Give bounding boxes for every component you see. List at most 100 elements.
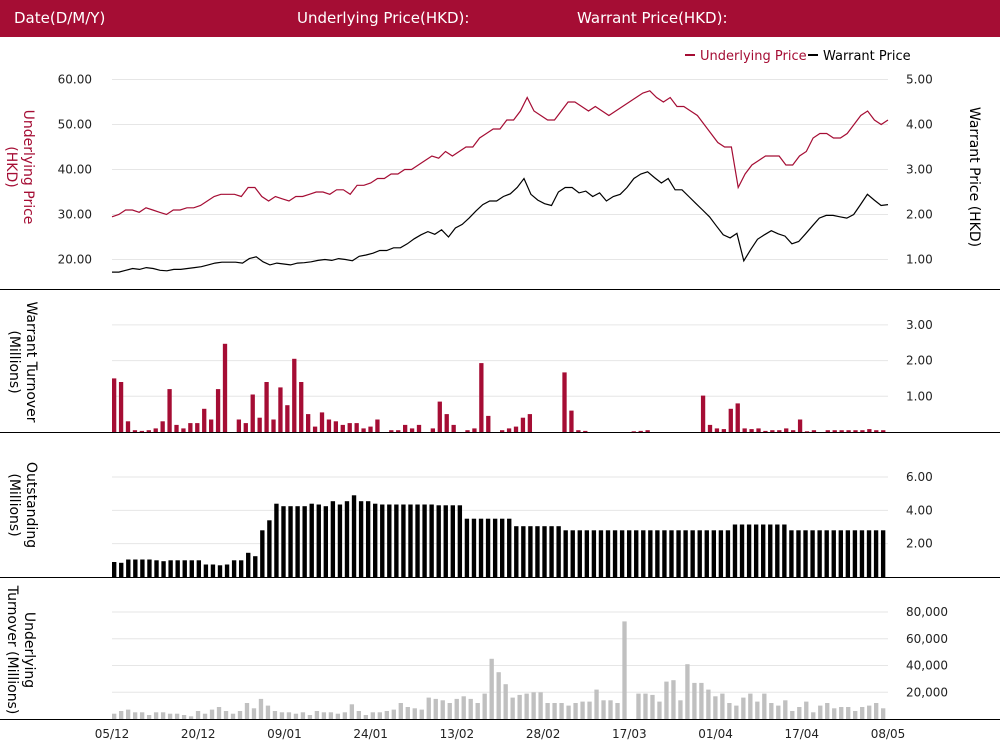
underlying-turnover-bar (139, 712, 145, 719)
warrant-price-line (112, 171, 889, 273)
outstanding-bar (549, 526, 554, 577)
outstanding-bar (471, 518, 477, 577)
underlying-turnover-bar (503, 684, 508, 719)
underlying-turnover-bar (132, 712, 138, 719)
warrant-turnover-bar (797, 419, 803, 432)
outstanding-bar (373, 503, 378, 577)
warrant-turnover-bar (714, 428, 720, 432)
warrant-turnover-bar (222, 343, 228, 432)
x-tick-label: 09/01 (267, 727, 302, 741)
outstanding-bar (408, 504, 413, 577)
y-tick-label-right: 80,000 (906, 605, 948, 619)
date-label: Date(D/M/Y) (14, 9, 106, 27)
warrant-turnover-bar (881, 430, 886, 432)
outstanding-bar (598, 530, 604, 577)
underlying-turnover-bar (566, 705, 571, 719)
outstanding-bar (528, 526, 533, 577)
x-tick-label: 17/04 (784, 727, 819, 741)
warrant-turnover-bar (860, 430, 865, 432)
y-tick-label-right: 5.00 (906, 73, 933, 87)
warrant-turnover-bar (763, 430, 768, 432)
warrant-turnover-bar (506, 428, 512, 432)
outstanding-bar (880, 530, 886, 577)
warrant-turnover-bar (825, 430, 830, 432)
underlying-turnover-bar (720, 693, 725, 719)
underlying-turnover-bar (167, 713, 173, 719)
warrant-turnover-bar (112, 378, 117, 432)
underlying-turnover-bar (860, 707, 865, 719)
underlying-turnover-bar (706, 689, 711, 719)
outstanding-bar (358, 501, 364, 577)
y-title-line: (Millions) (6, 330, 22, 393)
underlying-turnover-bar (804, 701, 809, 719)
underlying-turnover-bar (342, 712, 348, 719)
outstanding-bar (464, 518, 470, 577)
outstanding-bar (591, 530, 597, 577)
underlying-turnover-bar (517, 694, 522, 719)
x-tick-label: 28/02 (526, 727, 561, 741)
underlying-turnover-bar (699, 682, 704, 719)
y-tick-label-right: 4.00 (906, 503, 933, 517)
underlying-turnover-bar (608, 700, 613, 719)
outstanding-bar (140, 559, 145, 577)
legend-label-warrant: Warrant Price (823, 49, 911, 64)
outstanding-bar (344, 501, 350, 577)
outstanding-bar (112, 562, 117, 577)
outstanding-bar (175, 560, 180, 577)
underlying-turnover-bar (881, 708, 886, 719)
outstanding-bar (380, 504, 385, 577)
warrant-turnover-bar (195, 423, 200, 432)
outstanding-bar (866, 530, 872, 577)
outstanding-bar (634, 530, 639, 577)
outstanding-bar (281, 506, 286, 577)
x-tick-label: 24/01 (353, 727, 388, 741)
warrant-turnover-bar (444, 414, 449, 432)
underlying-turnover-bar (216, 707, 222, 719)
warrant-turnover-bar (243, 423, 248, 432)
outstanding-bar (563, 530, 568, 577)
underlying-turnover-bar (265, 705, 271, 719)
x-tick-label: 13/02 (440, 727, 475, 741)
y-title-line: Outstanding (23, 462, 39, 548)
underlying-turnover-bar (587, 701, 592, 719)
underlying-turnover-bar (405, 707, 410, 719)
outstanding-bar (196, 560, 202, 577)
warrant-turnover-bar (118, 382, 124, 432)
y-tick-label-right: 40,000 (906, 659, 948, 673)
outstanding-bar (288, 506, 293, 577)
outstanding-bar (873, 530, 879, 577)
underlying-turnover-bar (825, 703, 830, 719)
warrant-turnover-bar (181, 428, 186, 432)
outstanding-bar (119, 562, 124, 577)
underlying-turnover-bar (398, 703, 403, 719)
warrant-turnover-bar (853, 430, 858, 432)
warrant-turnover-bar (202, 408, 207, 432)
warrant-turnover-bar (236, 419, 242, 432)
outstanding-bar (210, 564, 216, 577)
underlying-turnover-bar (174, 713, 180, 719)
underlying-turnover-bar (237, 711, 243, 719)
warrant-turnover-bar (209, 419, 214, 432)
outstanding-bar (330, 501, 336, 577)
outstanding-bar (500, 518, 505, 577)
outstanding-bar (648, 530, 653, 577)
underlying-turnover-bar (244, 703, 250, 719)
underlying-turnover-bar (818, 705, 823, 719)
warrant-turnover-bar (257, 417, 262, 432)
y-title-line: Warrant Price (HKD) (966, 107, 982, 247)
warrant-turnover-bar (631, 431, 636, 433)
underlying-turnover-bar (734, 705, 739, 719)
outstanding-bar (295, 506, 300, 577)
y-tick-label-left: 60.00 (58, 73, 92, 87)
underlying-turnover-bar (685, 664, 690, 719)
underlying-turnover-bar (314, 711, 320, 719)
warrant-turnover-bar (791, 430, 796, 432)
underlying-turnover-bar (510, 697, 515, 719)
warrant-turnover-bar (375, 419, 380, 432)
y-tick-label-right: 3.00 (906, 163, 933, 177)
outstanding-bar (612, 530, 618, 577)
outstanding-bar (492, 518, 498, 577)
warrant-turnover-bar (846, 430, 851, 432)
underlying-turnover-bar (209, 709, 215, 719)
y-title-line: Underlying (21, 612, 37, 688)
